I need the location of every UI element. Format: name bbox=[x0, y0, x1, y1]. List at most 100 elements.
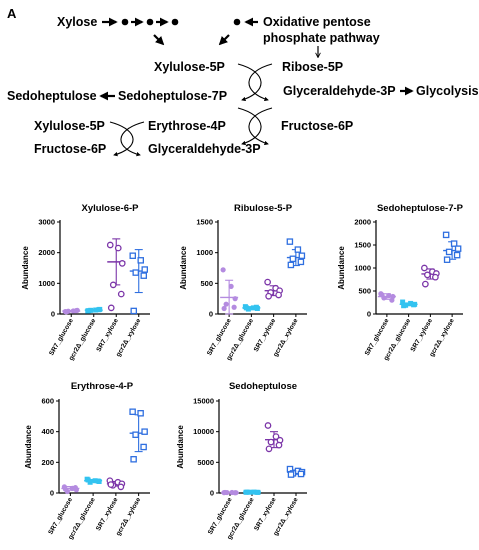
data-point bbox=[72, 485, 78, 491]
data-point bbox=[137, 257, 144, 264]
fructose-6p-label-2: Fructose-6P bbox=[34, 142, 106, 156]
pathway-dot-4 bbox=[233, 18, 241, 26]
transaldolase-curve-2a bbox=[237, 107, 262, 146]
x-category-label: SR7_glucose bbox=[47, 496, 74, 536]
data-point bbox=[386, 293, 392, 299]
ribose-5p-label: Ribose-5P bbox=[282, 60, 343, 74]
pathway-dot-1 bbox=[121, 18, 129, 26]
data-point bbox=[297, 470, 305, 478]
y-tick-label: 0 bbox=[210, 489, 214, 498]
y-tick-label: 15000 bbox=[193, 397, 214, 406]
y-tick-label: 0 bbox=[367, 310, 371, 319]
data-point bbox=[286, 238, 294, 245]
chart-title: Sedoheptulose bbox=[229, 381, 297, 392]
data-point bbox=[95, 478, 101, 484]
data-point bbox=[450, 240, 458, 247]
x-category-label: gcr2Δ_xylose bbox=[272, 317, 300, 358]
glycolysis-label: Glycolysis bbox=[416, 84, 479, 98]
data-point bbox=[411, 302, 417, 308]
y-tick-label: 1000 bbox=[38, 279, 55, 288]
x-category-label: gcr2Δ_xylose bbox=[115, 496, 143, 537]
pathway-dot-3 bbox=[171, 18, 179, 26]
data-point bbox=[244, 489, 250, 495]
data-point bbox=[424, 271, 431, 279]
xylulose-5p-label-2: Xylulose-5P bbox=[34, 119, 105, 133]
data-point bbox=[442, 231, 450, 239]
transketolase-curve-3a bbox=[109, 121, 134, 157]
data-point bbox=[228, 283, 234, 289]
data-point bbox=[129, 408, 136, 415]
data-point bbox=[432, 273, 439, 281]
data-point bbox=[421, 264, 428, 272]
xylulose-5p-label: Xylulose-5P bbox=[154, 60, 225, 74]
erythrose-4p-label: Erythrose-4P bbox=[148, 119, 226, 133]
data-point bbox=[287, 471, 295, 478]
data-point bbox=[141, 428, 148, 435]
data-point bbox=[63, 309, 69, 315]
data-point bbox=[443, 256, 451, 263]
y-tick-label: 2000 bbox=[38, 248, 55, 257]
data-point bbox=[93, 307, 99, 313]
y-tick-label: 0 bbox=[51, 310, 55, 319]
y-tick-label: 5000 bbox=[197, 458, 214, 467]
data-point bbox=[107, 481, 115, 488]
data-point bbox=[379, 292, 385, 298]
data-point bbox=[265, 445, 273, 453]
data-point bbox=[408, 300, 414, 306]
data-point bbox=[453, 251, 461, 259]
data-point bbox=[251, 489, 257, 495]
diag-arrow-right bbox=[218, 34, 230, 46]
data-point bbox=[141, 266, 148, 273]
data-point bbox=[294, 246, 302, 253]
data-point bbox=[92, 478, 98, 484]
data-point bbox=[222, 489, 228, 496]
data-point bbox=[106, 241, 114, 249]
y-tick-label: 500 bbox=[358, 287, 371, 296]
x-category-label: SR7_xylose bbox=[95, 496, 120, 532]
y-tick-label: 500 bbox=[200, 279, 213, 288]
pathway-diagram: A Xylose Oxidative pentose phosphate pat… bbox=[7, 6, 479, 157]
data-point bbox=[253, 304, 259, 310]
x-category-label: SR7_xylose bbox=[410, 317, 435, 353]
chart-title: Sedoheptulose-7-P bbox=[377, 203, 464, 214]
data-point bbox=[297, 258, 305, 266]
y-axis-label: Abundance bbox=[21, 246, 30, 290]
x-category-label: SR7_xylose bbox=[95, 317, 120, 353]
data-point bbox=[118, 260, 126, 267]
data-point bbox=[220, 267, 226, 273]
data-point bbox=[62, 486, 68, 492]
data-point bbox=[265, 292, 272, 300]
diag-arrow-left bbox=[153, 34, 165, 46]
pathway-dot-2 bbox=[146, 18, 154, 26]
data-point bbox=[445, 248, 453, 256]
data-point bbox=[117, 290, 125, 298]
y-tick-label: 400 bbox=[41, 427, 54, 436]
chart-title: Ribulose-5-P bbox=[234, 203, 293, 214]
y-tick-label: 600 bbox=[41, 397, 54, 406]
data-point bbox=[140, 272, 147, 279]
data-point bbox=[109, 281, 117, 289]
data-point bbox=[132, 269, 139, 276]
data-point bbox=[129, 252, 136, 259]
oxidative-pathway-line2: phosphate pathway bbox=[263, 31, 380, 45]
data-point bbox=[243, 305, 249, 311]
y-tick-label: 1000 bbox=[354, 264, 371, 273]
data-point bbox=[275, 291, 282, 299]
data-point bbox=[264, 422, 272, 429]
y-tick-label: 0 bbox=[50, 489, 54, 498]
data-point bbox=[85, 477, 91, 483]
y-axis-label: Abundance bbox=[176, 425, 185, 469]
y-tick-label: 10000 bbox=[193, 427, 214, 436]
data-point bbox=[264, 278, 271, 286]
x-category-label: SR7_xylose bbox=[253, 496, 278, 532]
data-point bbox=[130, 456, 137, 463]
transketolase-curve-1b bbox=[248, 63, 273, 102]
data-point bbox=[130, 307, 137, 315]
xylose-label: Xylose bbox=[57, 15, 97, 29]
data-point bbox=[86, 308, 92, 314]
data-point bbox=[232, 490, 238, 496]
data-point bbox=[454, 245, 462, 252]
panel-a-label: A bbox=[7, 6, 17, 21]
x-category-label: gcr2Δ_xylose bbox=[115, 317, 143, 358]
data-point bbox=[254, 489, 260, 495]
